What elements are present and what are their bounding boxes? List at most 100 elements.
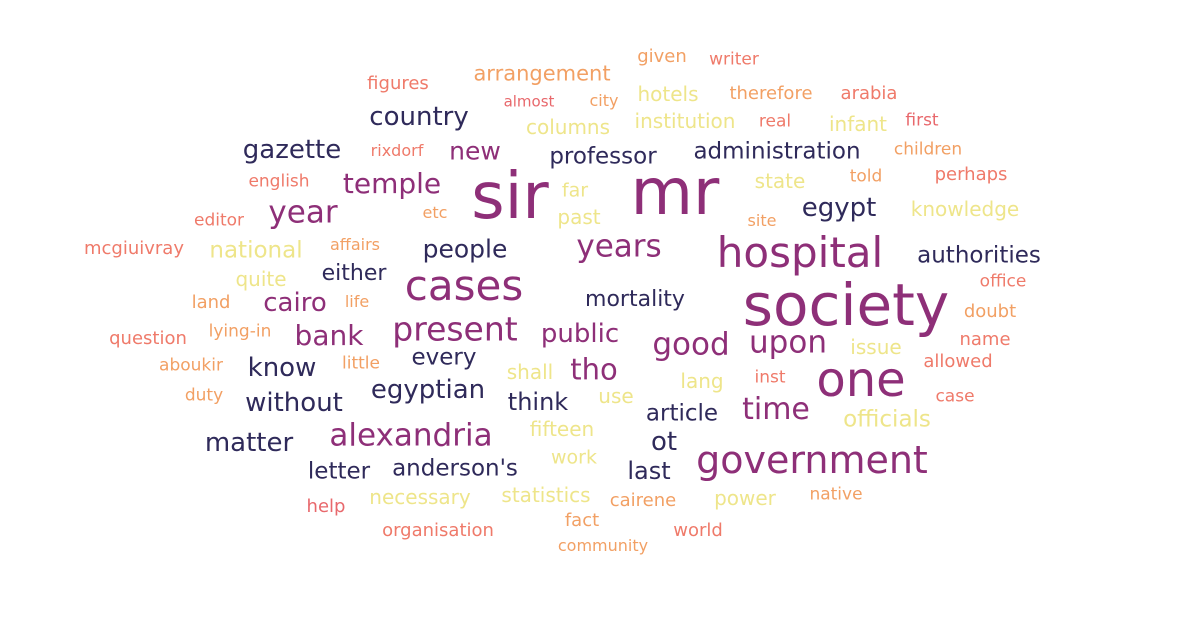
word-arrangement: arrangement	[473, 61, 611, 86]
word-know: know	[247, 353, 317, 383]
word-past: past	[557, 205, 601, 229]
word-question: question	[109, 328, 187, 349]
word-english: english	[248, 171, 310, 192]
word-mortality: mortality	[585, 287, 685, 312]
word-native: native	[809, 484, 863, 505]
word-duty: duty	[184, 385, 224, 406]
word-tho: tho	[570, 352, 618, 387]
word-people: people	[422, 234, 508, 264]
word-allowed: allowed	[923, 351, 993, 372]
word-infant: infant	[828, 112, 888, 136]
word-matter: matter	[204, 428, 294, 458]
word-writer: writer	[709, 49, 759, 70]
word-rixdorf: rixdorf	[370, 141, 424, 160]
word-authorities: authorities	[917, 242, 1041, 269]
word-almost: almost	[503, 92, 555, 111]
word-gazette: gazette	[242, 135, 342, 165]
word-community: community	[557, 536, 649, 555]
word-quite: quite	[235, 267, 287, 291]
word-told: told	[849, 166, 883, 187]
word-land: land	[191, 292, 231, 313]
word-etc: etc	[422, 203, 448, 222]
word-time: time	[742, 392, 810, 427]
word-think: think	[507, 388, 569, 416]
word-site: site	[747, 211, 777, 230]
word-cases: cases	[404, 261, 524, 310]
word-shall: shall	[506, 360, 554, 384]
word-hotels: hotels	[637, 82, 699, 106]
word-real: real	[758, 111, 792, 132]
word-article: article	[645, 400, 719, 427]
word-cairene: cairene	[609, 490, 677, 511]
word-society: society	[742, 271, 950, 339]
word-professor: professor	[549, 143, 657, 170]
word-necessary: necessary	[369, 485, 471, 509]
word-country: country	[369, 102, 469, 132]
word-new: new	[449, 136, 501, 166]
word-cairo: cairo	[263, 288, 327, 318]
word-fact: fact	[564, 510, 600, 531]
word-government: government	[696, 438, 928, 482]
word-work: work	[551, 446, 597, 469]
word-inst: inst	[754, 367, 786, 388]
word-andersons: anderson's	[392, 455, 518, 482]
word-years: years	[576, 228, 662, 265]
word-upon: upon	[749, 324, 827, 361]
word-knowledge: knowledge	[910, 197, 1020, 221]
word-ot: ot	[650, 427, 678, 457]
word-present: present	[392, 309, 518, 349]
word-editor: editor	[193, 210, 245, 231]
word-bank: bank	[294, 319, 364, 352]
word-columns: columns	[525, 115, 611, 139]
word-life: life	[344, 292, 370, 311]
word-state: state	[754, 169, 806, 193]
word-children: children	[893, 139, 963, 160]
word-issue: issue	[850, 335, 902, 359]
word-officials: officials	[843, 406, 931, 433]
word-case: case	[935, 386, 975, 407]
word-national: national	[209, 237, 303, 264]
word-given: given	[637, 46, 687, 67]
word-year: year	[268, 194, 338, 231]
word-letter: letter	[307, 458, 371, 485]
word-far: far	[561, 179, 589, 202]
word-office: office	[979, 271, 1027, 292]
word-world: world	[673, 520, 723, 541]
word-fifteen: fifteen	[529, 417, 595, 441]
word-last: last	[627, 457, 671, 485]
word-egypt: egypt	[801, 193, 877, 223]
word-aboukir: aboukir	[159, 355, 223, 376]
word-perhaps: perhaps	[934, 164, 1008, 185]
word-first: first	[905, 110, 939, 131]
word-egyptian: egyptian	[370, 375, 486, 405]
word-figures: figures	[367, 73, 429, 94]
word-arabia: arabia	[840, 83, 898, 104]
word-administration: administration	[693, 138, 861, 165]
word-good: good	[652, 326, 730, 363]
word-doubt: doubt	[963, 301, 1017, 322]
word-city: city	[589, 91, 619, 110]
word-hospital: hospital	[716, 228, 884, 277]
word-lang: lang	[680, 369, 724, 393]
word-little: little	[342, 353, 380, 374]
word-mcgiuivray: mcgiuivray	[83, 238, 185, 259]
word-either: either	[321, 261, 387, 286]
word-sir: sir	[471, 160, 549, 234]
word-organisation: organisation	[382, 520, 494, 541]
word-power: power	[714, 486, 776, 510]
word-therefore: therefore	[729, 83, 813, 104]
word-use: use	[598, 384, 634, 408]
word-temple: temple	[342, 167, 442, 200]
word-public: public	[540, 319, 620, 349]
word-without: without	[245, 388, 343, 418]
word-lying-in: lying-in	[208, 321, 272, 342]
word-institution: institution	[634, 109, 736, 133]
word-affairs: affairs	[330, 235, 380, 254]
word-one: one	[816, 352, 906, 408]
word-statistics: statistics	[501, 483, 591, 507]
word-every: every	[411, 344, 477, 371]
word-mr: mr	[630, 156, 720, 230]
word-alexandria: alexandria	[329, 417, 493, 454]
word-help: help	[306, 496, 346, 517]
